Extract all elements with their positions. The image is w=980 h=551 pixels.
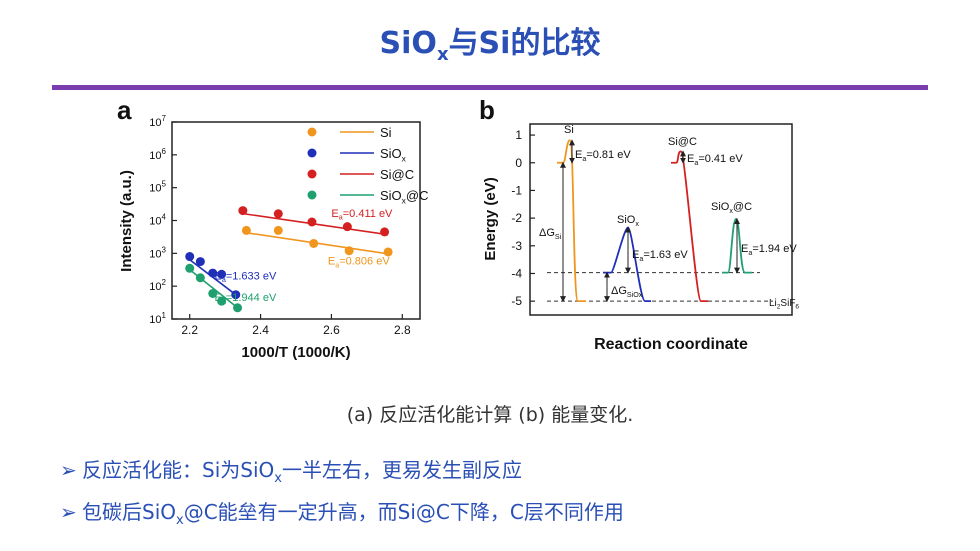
chart-a-legend-marker (307, 127, 317, 137)
chart-a-legend: Si SiOx Si@C SiOx@C (307, 125, 428, 205)
bullet-2: ➢ 包碳后SiOx@C能垒有一定升高，而Si@C下降，C层不同作用 (60, 500, 624, 528)
chart-a-ytick-label: 107 (149, 114, 166, 129)
chart-b-curve-label-SiC: Si@C (668, 136, 697, 148)
chart-a-point-Si (273, 225, 283, 235)
chart-a-ytick-label: 101 (149, 311, 166, 326)
chart-a-ea-label: Ea=1.944 eV (215, 292, 277, 306)
chart-a-point-SiC (342, 222, 352, 232)
chart-a-point-SiOx (217, 269, 227, 279)
chart-b-reference-lines: Li2SiF6 (547, 272, 799, 311)
chart-a-point-SiC (380, 227, 390, 237)
chart-a-point-SiOxC (217, 296, 227, 306)
chart-a-point-SiOxC (195, 273, 205, 283)
chart-a-xtick-label: 2.4 (252, 323, 269, 337)
chart-b-ytick-label: -2 (511, 211, 522, 225)
chart-a-legend-label: Si@C (380, 167, 414, 182)
chart-b-dG-siox-label: ΔGSiOx (611, 285, 643, 299)
chart-a-legend-label: SiOx (380, 146, 407, 163)
chart-b-curve-label-Si: Si (564, 124, 574, 136)
chart-a-point-Si (344, 246, 354, 256)
chart-a-point-Si (309, 238, 319, 248)
chart-b-ea-label-SiC: Ea=0.41 eV (687, 153, 743, 167)
chart-b-ytick-label: 1 (515, 128, 522, 142)
chart-b-curve-label-SiOx: SiOx (617, 214, 639, 228)
chart-b-labels: Si Ea=0.81 eV SiOx Ea=1.63 eV Si@C Ea=0.41 eV… (539, 124, 797, 299)
chart-b-ytick-label: -5 (511, 294, 522, 308)
chart-a-point-SiOx (208, 268, 218, 278)
panel-label-b: b (479, 95, 495, 125)
chart-a-fit-SiOxC (187, 267, 240, 310)
chart-a-ytick-label: 102 (149, 278, 166, 293)
chart-b-curve-Si (557, 139, 586, 303)
chart-b-ylabel: Energy (eV) (482, 177, 499, 260)
chart-a-point-SiOxC (185, 263, 195, 273)
chart-a-ea-label: Ea=1.633 eV (215, 270, 277, 284)
chart-a-legend-label: Si (380, 125, 392, 140)
chart-b-ref-label: Li2SiF6 (769, 298, 799, 311)
chart-a-arrhenius: a 2.2 2.4 2.6 2.8 101 102 103 104 105 106 107 Ea=0… (117, 95, 428, 361)
figure-caption: (a) 反应活化能计算 (b) 能量变化. (346, 404, 634, 426)
chart-a-ticks: 2.2 2.4 2.6 2.8 101 102 103 104 105 106 107 (149, 114, 411, 337)
chart-a-legend-marker (307, 148, 317, 158)
chart-a-ytick-label: 105 (149, 180, 166, 195)
chart-a-point-SiOxC (233, 303, 243, 313)
chart-a-points (185, 206, 393, 313)
chart-a-ytick-label: 104 (149, 213, 166, 228)
chart-a-point-Si (383, 247, 393, 257)
bullet-1: ➢ 反应活化能：Si为SiOx一半左右，更易发生副反应 (60, 458, 522, 486)
chart-a-point-SiOxC (208, 288, 218, 298)
chart-a-xtick-label: 2.8 (394, 323, 411, 337)
chart-a-point-Si (241, 225, 251, 235)
chart-b-curve-label-SiOxC: SiOx@C (711, 201, 752, 215)
chart-b-ytick-label: 0 (515, 156, 522, 170)
chart-a-ytick-label: 106 (149, 147, 166, 162)
chart-a-point-SiOx (231, 290, 241, 300)
chart-a-ytick-label: 103 (149, 245, 166, 260)
chart-a-legend-marker (307, 190, 317, 200)
chart-b-xlabel: Reaction coordinate (594, 336, 748, 353)
chart-a-point-SiOx (185, 252, 195, 262)
chart-a-xlabel: 1000/T (1000/K) (241, 344, 350, 361)
bullet-arrow-icon: ➢ (60, 500, 77, 524)
chart-a-ea-label: Ea=0.411 eV (331, 208, 393, 222)
chart-b-ytick-label: -3 (511, 239, 522, 253)
chart-a-ylabel: Intensity (a.u.) (118, 170, 135, 272)
chart-b-ytick-label: -4 (511, 266, 522, 280)
chart-b-dG-si-label: ΔGSi (539, 227, 562, 241)
chart-b-ea-label-SiOxC: Ea=1.94 eV (741, 243, 797, 257)
chart-b-ticks: 1 0 -1 -2 -3 -4 -5 (511, 128, 535, 308)
chart-b-ea-label-SiOx: Ea=1.63 eV (632, 249, 688, 263)
panel-label-a: a (117, 95, 132, 125)
chart-b-energy: b 1 0 -1 -2 -3 -4 -5 Li2SiF6 Si Ea=0.81 eV SiOx E… (479, 95, 799, 353)
chart-b-curve-SiC (671, 150, 708, 303)
chart-a-annotations: Ea=0.806 eV Ea=1.633 eV Ea=0.411 eV Ea=1.94… (215, 208, 394, 306)
slide-title: SiOx与Si的比较 (379, 26, 601, 65)
chart-a-point-SiC (307, 217, 317, 227)
chart-a-point-SiC (238, 206, 248, 216)
chart-b-frame (529, 123, 793, 316)
chart-a-xtick-label: 2.6 (323, 323, 340, 337)
chart-a-ea-label: Ea=0.806 eV (328, 256, 390, 270)
chart-a-point-SiC (273, 209, 283, 219)
chart-a-point-SiOx (195, 257, 205, 267)
title-divider (52, 85, 928, 90)
bullet-arrow-icon: ➢ (60, 458, 77, 482)
chart-b-arrows (560, 139, 740, 303)
chart-a-legend-label: SiOx@C (380, 188, 428, 205)
chart-b-ytick-label: -1 (511, 183, 522, 197)
chart-b-ea-label-Si: Ea=0.81 eV (575, 149, 631, 163)
chart-a-xtick-label: 2.2 (181, 323, 198, 337)
chart-a-legend-marker (307, 169, 317, 179)
